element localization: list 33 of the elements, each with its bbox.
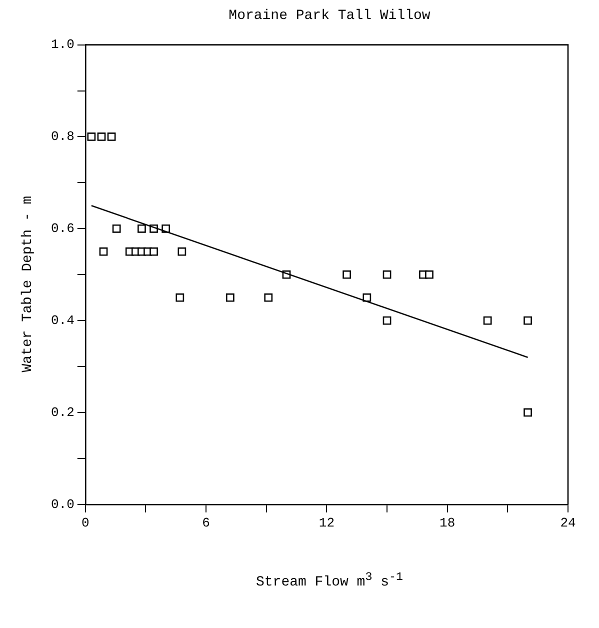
x-tick-label: 18 bbox=[440, 516, 456, 531]
point bbox=[382, 316, 392, 325]
point bbox=[226, 293, 234, 302]
x-tick-label: 24 bbox=[560, 516, 576, 531]
point bbox=[97, 132, 106, 141]
point bbox=[99, 247, 108, 256]
point bbox=[264, 293, 273, 302]
point bbox=[178, 247, 186, 256]
point bbox=[87, 132, 96, 141]
point bbox=[112, 224, 121, 233]
y-axis-title: Water Table Depth - m bbox=[20, 196, 36, 372]
point bbox=[138, 224, 146, 233]
x-tick-label: 0 bbox=[82, 516, 90, 531]
x-tick-label: 12 bbox=[318, 516, 335, 531]
point bbox=[425, 270, 434, 279]
point bbox=[382, 270, 392, 279]
y-tick-label: 0.0 bbox=[51, 496, 74, 512]
y-tick-label: 0.2 bbox=[51, 404, 74, 420]
y-tick-label: 0.6 bbox=[51, 221, 74, 236]
x-tick-label: 6 bbox=[202, 516, 210, 531]
point bbox=[483, 316, 492, 325]
y-tick-label: 0.8 bbox=[51, 129, 74, 144]
point bbox=[176, 293, 184, 302]
point bbox=[107, 132, 116, 141]
point bbox=[342, 270, 351, 279]
y-tick-label: 0.4 bbox=[51, 312, 75, 328]
x-axis-title: Stream Flow m$^{3}$ s$^{-1}$ bbox=[254, 570, 404, 591]
y-tick-label: 1.0 bbox=[51, 37, 74, 52]
point bbox=[524, 408, 532, 417]
chart-title: Moraine Park Tall Willow bbox=[228, 8, 432, 26]
point bbox=[362, 293, 372, 302]
point bbox=[524, 316, 532, 325]
point bbox=[150, 247, 158, 256]
